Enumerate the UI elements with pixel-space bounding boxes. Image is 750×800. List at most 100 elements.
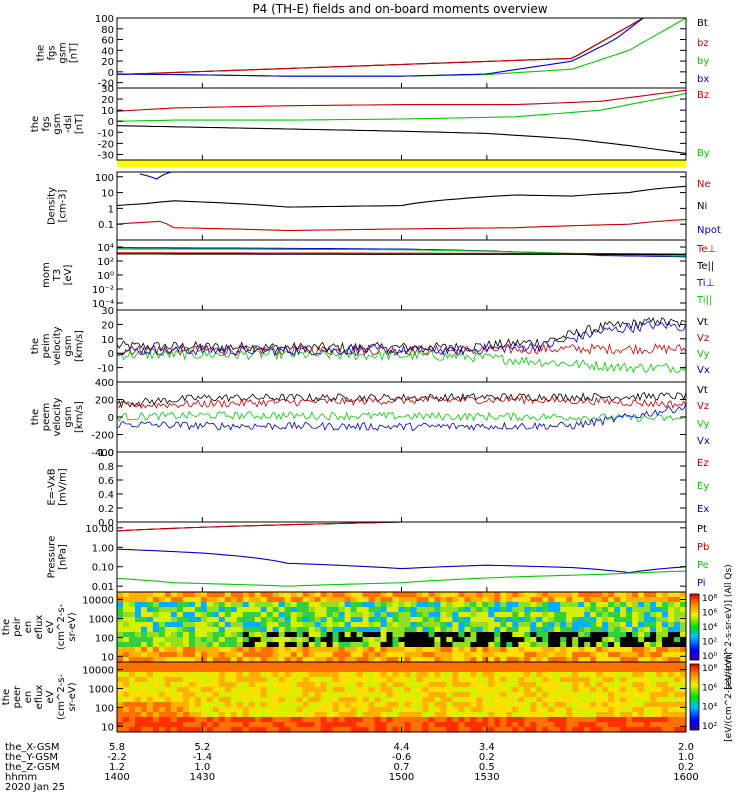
pressure-ytick-label: 0.10 xyxy=(92,563,114,574)
peer-spectrogram-colorbar xyxy=(689,663,700,731)
peim-velocity-ytick-label: 0 xyxy=(108,349,114,360)
density-ytick-label: 100 xyxy=(95,173,114,184)
peem-velocity-ylabel: peem xyxy=(41,403,52,431)
density-legend-Ne: Ne xyxy=(697,179,711,190)
mom-temp-ytick-label: 10⁰ xyxy=(97,271,114,282)
x-axis-value: 1500 xyxy=(389,772,414,783)
peir-spectrogram-colorbar-tick: 10⁸ xyxy=(702,594,717,604)
peim-velocity-legend-Vz: Vz xyxy=(697,333,709,344)
fgs-dsl-legend-By: By xyxy=(697,148,710,159)
peem-velocity-legend-Vz: Vz xyxy=(697,401,709,412)
pressure-series-Pi xyxy=(116,548,687,574)
density-ylabel: [cm-3] xyxy=(58,189,69,222)
mom-temp-legend-Ti||: Ti|| xyxy=(696,295,712,306)
peer-spectrogram-colorbar-tick: 10⁶ xyxy=(702,683,717,693)
fgs-dsl-ytick-label: 10 xyxy=(101,106,114,117)
density-legend-Ni: Ni xyxy=(697,201,707,212)
pressure-ytick-label: 10.00 xyxy=(85,524,114,535)
pressure-legend-Pe: Pe xyxy=(697,560,709,571)
fgs-gsm-ytick-label: -20 xyxy=(98,79,114,90)
density-ylabel: Density xyxy=(47,187,58,225)
fgs-gsm-ytick-label: 80 xyxy=(101,25,114,36)
peir-spectrogram-colorbar-tick: 10⁴ xyxy=(702,623,717,633)
e-field-frame xyxy=(116,451,687,523)
fgs-gsm-legend-by: by xyxy=(697,56,709,67)
fgs-dsl-ytick-label: 20 xyxy=(101,95,114,106)
peer-spectrogram-colorbar-tick: 10⁴ xyxy=(702,703,717,713)
peim-velocity-series-Vx xyxy=(116,319,687,357)
peem-velocity-ylabel: gsm xyxy=(63,406,74,427)
x-axis-value: 1400 xyxy=(104,772,129,783)
peir-spectrogram-colorbar-tick: 10² xyxy=(702,638,717,648)
peim-velocity-series-Vy xyxy=(116,349,687,374)
peem-velocity-ytick-label: 0 xyxy=(108,413,114,424)
peer-spectrogram-colorbar-tick: 10⁸ xyxy=(702,664,717,674)
x-axis-value: 1.2 xyxy=(109,762,125,773)
x-axis-value: 1.0 xyxy=(678,752,694,763)
pressure-ytick-label: 0.01 xyxy=(92,582,114,593)
fgs-gsm-ylabel: gsm xyxy=(58,42,69,63)
fgs-dsl-ylabel: -dsl xyxy=(63,115,74,133)
peem-velocity-legend-Vt: Vt xyxy=(697,385,708,396)
e-field-ytick-label: 0.6 xyxy=(98,476,114,487)
mom-temp-legend-Ti⊥: Ti⊥ xyxy=(696,278,714,289)
fgs-dsl-ylabel: the xyxy=(30,116,41,132)
pressure-frame xyxy=(116,521,687,593)
peem-velocity-ytick-label: 400 xyxy=(95,378,114,389)
fgs-gsm-frame xyxy=(116,17,687,89)
mom-temp-legend-Te⊥: Te⊥ xyxy=(696,244,716,255)
density-series-Ne xyxy=(116,218,687,232)
peer-spectrogram-colorbar-tick: 10² xyxy=(702,722,717,732)
fgs-dsl-series-Bz xyxy=(116,89,687,112)
peim-velocity-legend-Vx: Vx xyxy=(697,365,710,376)
e-field-legend-Ey: Ey xyxy=(697,481,709,492)
x-axis-value: 2.0 xyxy=(678,742,694,753)
fgs-gsm-ytick-label: 40 xyxy=(101,46,114,57)
x-axis-row-label: the_X-GSM xyxy=(5,742,59,753)
peim-velocity-legend-Vy: Vy xyxy=(697,349,710,360)
density-ytick-label: 1 xyxy=(108,204,114,215)
e-field-ytick-label: 0.8 xyxy=(98,462,114,473)
fgs-dsl-ytick-label: 0 xyxy=(108,117,114,128)
x-axis-value: -0.6 xyxy=(392,752,412,763)
peer-spectrogram-ytick-label: 10 xyxy=(101,722,114,733)
x-axis-value: 1430 xyxy=(190,772,215,783)
fgs-gsm-ylabel: fgs xyxy=(47,45,58,60)
fgs-gsm-ytick-label: 60 xyxy=(101,36,114,47)
peir-spectrogram-ytick-label: 1000 xyxy=(89,614,114,625)
x-axis-value: 0.7 xyxy=(394,762,410,773)
x-axis-value: -1.4 xyxy=(193,752,213,763)
fgs-dsl-ylabel: gsm xyxy=(52,113,63,134)
e-field-ytick-label: 0.4 xyxy=(98,490,114,501)
peim-velocity-ytick-label: -10 xyxy=(98,364,114,375)
peem-velocity-ylabel: velocity xyxy=(52,397,63,436)
x-axis-value: 3.4 xyxy=(479,742,495,753)
chart-title: P4 (TH-E) fields and on-board moments ov… xyxy=(252,2,547,16)
peir-spectrogram-ylabel: eV xyxy=(45,620,56,633)
peem-velocity-ytick-label: -200 xyxy=(91,431,114,442)
peer-spectrogram-ylabel: peer xyxy=(12,685,23,709)
fgs-dsl-ytick-label: -30 xyxy=(98,150,114,161)
e-field-ytick-label: 1.0 xyxy=(98,448,114,459)
mom-temp-ylabel: [eV] xyxy=(63,265,74,286)
density-series-Ni xyxy=(116,185,687,208)
mom-temp-ytick-label: 10⁴ xyxy=(97,243,114,254)
fgs-dsl-ylabel: fgs xyxy=(41,116,52,131)
x-axis-value: 1600 xyxy=(673,772,698,783)
peim-velocity-series-Vt xyxy=(116,317,687,354)
x-axis-row-label: the_Y-GSM xyxy=(5,752,58,763)
peer-spectrogram-colorbar-label: [eV/(cm^2-s-sr-eV)] xyxy=(724,652,734,742)
fgs-gsm-legend-bx: bx xyxy=(697,74,709,85)
peer-spectrogram-ylabel: the xyxy=(1,689,12,705)
peim-velocity-ytick-label: 20 xyxy=(101,320,114,331)
peim-velocity-ylabel: velocity xyxy=(52,326,63,365)
peem-velocity-series-Vz xyxy=(116,394,687,410)
pressure-ytick-label: 1.00 xyxy=(92,543,114,554)
peir-spectrogram-ytick-label: 100 xyxy=(95,633,114,644)
peim-velocity-ylabel: the xyxy=(30,338,41,354)
mom-temp-ytick-label: 10⁻⁴ xyxy=(92,299,114,310)
mom-temp-ylabel: T3 xyxy=(52,269,63,282)
mom-temp-legend-Te||: Te|| xyxy=(696,261,714,272)
peem-velocity-legend-Vx: Vx xyxy=(697,436,710,447)
